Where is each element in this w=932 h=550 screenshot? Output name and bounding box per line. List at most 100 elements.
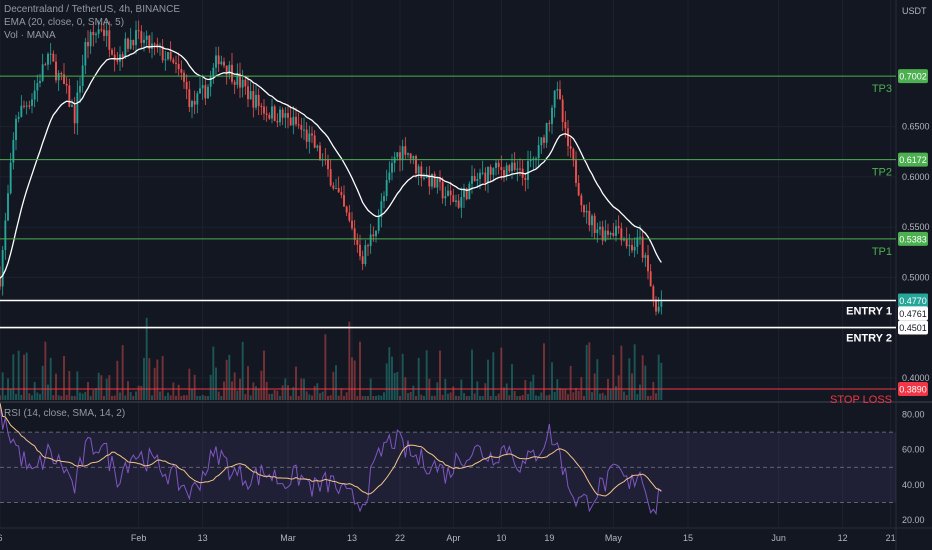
volume-bar [319,393,321,400]
candle-body [303,129,305,131]
volume-bar [585,344,588,400]
rsi-line [0,403,662,516]
candle-body [641,236,644,258]
volume-bar [644,365,647,400]
candle-body [428,174,431,187]
candle-body [9,162,12,194]
volume-bar [380,395,383,400]
volume-bar [268,393,271,400]
volume-bar [17,350,20,400]
volume-bar [532,374,535,400]
volume-bar [276,390,279,400]
candle-body [625,239,628,247]
volume-bar [233,372,236,400]
volume-bar [399,395,401,400]
volume-bar [415,395,417,400]
volume-bar [479,395,481,400]
candle-body [476,178,479,181]
candle-body [228,64,231,75]
candle-body [380,201,383,218]
candle-body [489,166,492,175]
candle-body [372,234,375,237]
level-tag-text: 0.3890 [899,384,927,394]
candle-body [348,212,351,221]
candle-body [615,226,617,236]
volume-bar [129,392,132,400]
candle-body [57,72,60,81]
candle-body [433,173,436,188]
volume-bar [308,394,311,400]
candle-body [329,169,332,186]
volume-bar [175,395,177,400]
candle-body [292,116,295,126]
volume-bar [348,321,351,400]
volume-bar [164,395,167,400]
candle-body [319,145,321,161]
volume-bar [593,373,596,400]
volume-bar [636,394,639,400]
candle-body [375,230,377,237]
candle-body [153,43,156,45]
volume-bar [217,391,220,400]
volume-bar [231,381,233,400]
candle-body [353,228,356,241]
candle-body [95,33,97,36]
volume-bar [41,365,44,400]
volume-bar [583,395,585,400]
candle-body [519,168,521,170]
volume-bar [599,393,601,400]
candle-body [1,249,4,287]
candle-body [87,41,89,47]
volume-bar [420,394,423,400]
candle-body [401,146,404,161]
volume-bar [577,390,580,400]
candle-body [588,210,591,226]
volume-bar [439,350,441,400]
volume-bar [476,381,479,400]
level-tag-text: 0.7002 [899,72,927,82]
candle-body [129,39,132,49]
candle-body [188,89,191,108]
candle-body [209,76,212,87]
volume-bar [340,388,343,400]
candle-body [468,183,471,200]
volume-legend: Vol · MANA [4,30,56,41]
volume-bar [620,345,623,400]
volume-bar [148,358,151,400]
volume-bar [137,385,140,400]
volume-bar [57,395,60,400]
candle-body [407,153,409,155]
candle-body [583,205,585,213]
candle-body [148,35,151,49]
candle-body [527,161,529,180]
volume-bar [327,395,329,400]
volume-bar [116,360,119,400]
candle-body [183,72,185,82]
volume-bar [228,354,231,400]
candle-body [385,180,388,197]
volume-bar [236,390,239,400]
candle-body [92,31,95,36]
volume-bar [481,395,484,400]
candle-body [15,118,17,140]
volume-bar [431,395,433,400]
volume-bar [172,382,175,400]
volume-bar [79,392,81,400]
candle-body [572,148,575,161]
candle-body [553,90,556,108]
volume-bar [660,362,663,400]
price-tick-label: 0.5500 [902,222,930,232]
level-tag [898,152,928,167]
level-tag [898,231,928,246]
volume-bar [639,384,641,400]
volume-bar [156,359,159,400]
volume-bar [23,354,25,400]
volume-bar [9,388,12,400]
candle-body [279,109,281,123]
volume-bar [564,388,567,400]
volume-bar [468,395,471,400]
volume-bar [151,395,153,400]
level-label: TP1 [872,246,892,258]
